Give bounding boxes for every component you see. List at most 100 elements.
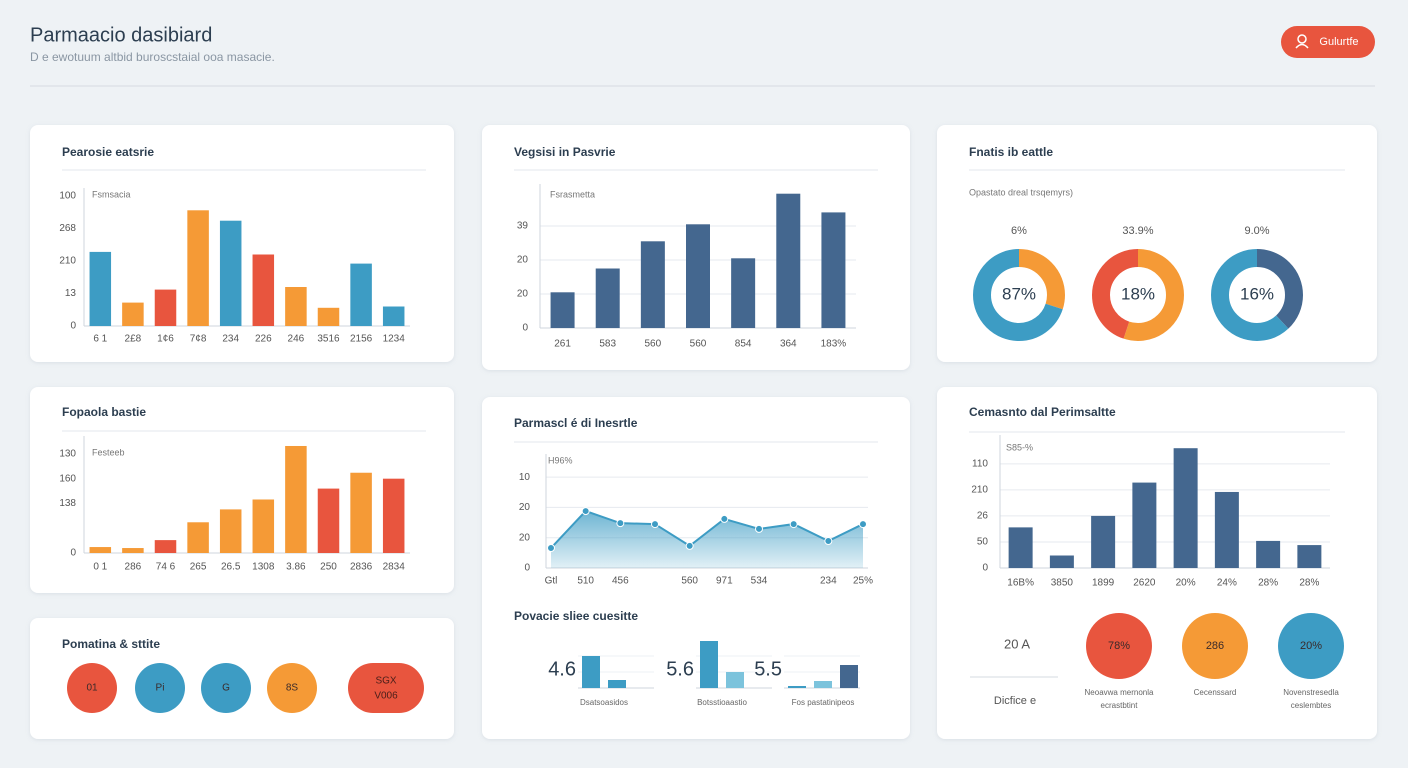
y-tick-label: 50 (977, 537, 989, 548)
bar (1091, 515, 1116, 568)
bar (187, 210, 209, 326)
button-bg[interactable] (1281, 26, 1375, 58)
panel-title: Parmascl é di Inesrtle (514, 416, 638, 430)
button-icon (1297, 34, 1307, 44)
bar (89, 251, 112, 326)
y-tick-label: 0 (522, 323, 528, 334)
bar (686, 224, 710, 328)
stat-circle-caption: ecrastbtint (1101, 701, 1139, 710)
donut-label: 9.0% (1244, 225, 1269, 237)
sub-bar (840, 665, 858, 688)
chart-note: Fsrasmetta (550, 189, 595, 199)
bar (317, 307, 340, 326)
bar (252, 254, 275, 326)
stat-circle (1278, 613, 1344, 679)
x-tick-label: 74 6 (156, 562, 176, 573)
sub-caption: Fos pastatinipeos (792, 698, 855, 707)
chart-note: S85-% (1006, 442, 1033, 452)
x-tick-label: 560 (645, 339, 662, 350)
point (720, 514, 729, 523)
point (651, 520, 659, 529)
x-tick-label: 534 (751, 576, 768, 587)
stat-circle-caption: Cecenssard (1194, 688, 1237, 697)
sub-bar (608, 680, 626, 688)
x-tick-label: 6 1 (93, 334, 107, 345)
y-tick-label: 20 (517, 255, 529, 266)
donut-label: 33.9% (1122, 225, 1153, 237)
sub-bar (700, 641, 718, 688)
header-button[interactable]: Gulurtfe (1281, 26, 1375, 58)
x-tick-label: 226 (255, 334, 272, 345)
x-tick-label: Gtl (545, 576, 558, 587)
point (824, 537, 833, 546)
y-tick-label: 20 (519, 502, 531, 513)
x-tick-label: 2£8 (125, 334, 142, 345)
x-tick-label: 234 (222, 334, 239, 345)
y-tick-label: 138 (59, 498, 76, 509)
x-tick-label: 250 (320, 562, 337, 573)
chart-note: Opastato dreal trsqemyrs) (969, 187, 1073, 197)
x-tick-label: 28% (1258, 578, 1278, 589)
bar (1297, 545, 1322, 568)
y-tick-label: 0 (70, 321, 76, 332)
point (789, 520, 798, 529)
donut-center: 16% (1240, 284, 1274, 303)
bar (187, 522, 209, 553)
x-tick-label: 3.86 (286, 562, 306, 573)
x-tick-label: 26.5 (221, 562, 241, 573)
bar (821, 212, 846, 328)
x-tick-label: 234 (820, 576, 837, 587)
point (859, 520, 867, 529)
badge (201, 663, 251, 713)
panel-title: Pomatina & sttite (62, 637, 160, 651)
stat-circle-caption: ceslembtes (1291, 701, 1331, 710)
stat-circle-label: 20% (1300, 640, 1322, 652)
x-tick-label: 560 (681, 576, 698, 587)
y-tick-label: 130 (59, 449, 76, 460)
y-tick-label: 39 (517, 221, 529, 232)
x-tick-label: 246 (288, 334, 305, 345)
bar (1173, 448, 1198, 568)
sub-title: Povacie sliee cuesitte (514, 609, 638, 623)
panel-title: Cemasnto dal Perimsaltte (969, 405, 1116, 419)
x-tick-label: 583 (599, 339, 616, 350)
point (685, 541, 694, 550)
x-tick-label: 1308 (252, 562, 275, 573)
x-tick-label: 510 (577, 576, 594, 587)
x-tick-label: 286 (125, 562, 142, 573)
point (616, 519, 625, 528)
x-tick-label: 1¢6 (157, 334, 174, 345)
sub-number: 5.6 (666, 658, 694, 680)
x-tick-label: 183% (821, 339, 847, 350)
donut-center: 87% (1002, 284, 1036, 303)
page-title: Parmaacio dasibiard (30, 24, 212, 46)
x-tick-label: 3850 (1051, 578, 1074, 589)
x-tick-label: 1234 (383, 334, 406, 345)
bar (285, 287, 307, 326)
x-tick-label: 24% (1217, 578, 1237, 589)
x-tick-label: 16B% (1007, 578, 1034, 589)
donut-segment (1211, 249, 1303, 341)
x-tick-label: 20% (1176, 578, 1196, 589)
bar (1214, 491, 1239, 568)
x-tick-label: 2836 (350, 562, 373, 573)
bar (1049, 555, 1074, 568)
stat-circle-label: 78% (1108, 640, 1130, 652)
bar (382, 478, 405, 553)
stat-caption: Dicfice e (994, 695, 1036, 707)
y-tick-label: 210 (59, 256, 76, 267)
donut-segment (1092, 249, 1184, 341)
donut-center: 18% (1121, 284, 1155, 303)
x-tick-label: 2620 (1133, 578, 1156, 589)
y-tick-label: 20 (517, 289, 529, 300)
pill-label: V006 (374, 691, 398, 702)
bar (219, 220, 242, 326)
chart-note: H96% (548, 455, 573, 465)
button-label[interactable]: Gulurtfe (1319, 36, 1358, 48)
panel-title: Fopaola bastie (62, 405, 146, 419)
sub-bar (726, 672, 744, 688)
button-icon (1295, 43, 1309, 49)
bar (1008, 527, 1033, 568)
x-tick-label: 1899 (1092, 578, 1115, 589)
